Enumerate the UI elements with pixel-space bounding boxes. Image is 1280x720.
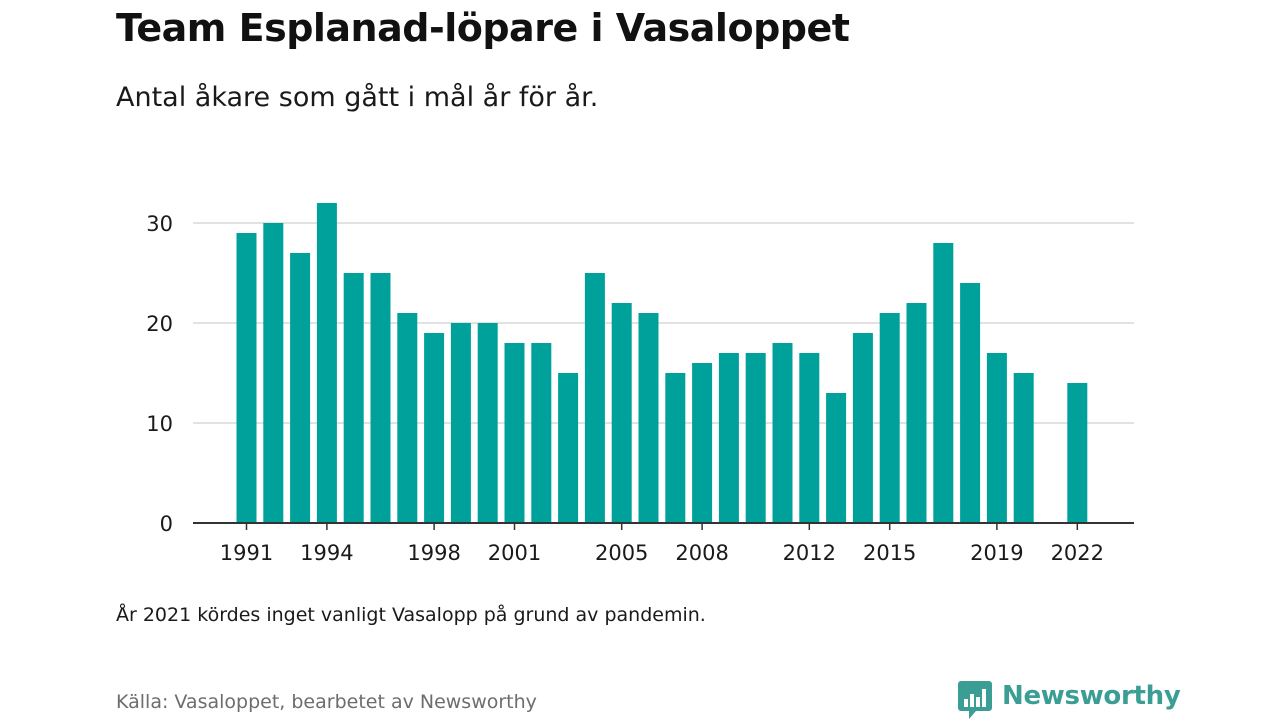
x-tick-label: 2015 xyxy=(863,541,916,565)
x-tick-label: 1994 xyxy=(300,541,353,565)
x-tick-label: 2008 xyxy=(675,541,728,565)
bar xyxy=(879,313,900,523)
bar-chart-speech-bubble-icon xyxy=(958,681,992,719)
bar xyxy=(316,203,337,523)
bar xyxy=(584,273,605,523)
x-tick-label: 2019 xyxy=(970,541,1023,565)
bar xyxy=(852,333,873,523)
bar xyxy=(692,363,713,523)
bar xyxy=(665,373,686,523)
bar xyxy=(826,393,847,523)
bar xyxy=(611,303,632,523)
bar xyxy=(986,353,1007,523)
y-tick-label: 30 xyxy=(146,212,173,236)
x-tick-label: 1991 xyxy=(220,541,273,565)
bar xyxy=(531,343,552,523)
y-tick-label: 20 xyxy=(146,312,173,336)
bar xyxy=(906,303,927,523)
bar xyxy=(370,273,391,523)
logo-text: Newsworthy xyxy=(1002,681,1181,711)
chart-note: År 2021 kördes inget vanligt Vasalopp på… xyxy=(116,604,706,626)
x-tick-label: 2022 xyxy=(1051,541,1104,565)
chart-subtitle: Antal åkare som gått i mål år för år. xyxy=(116,82,599,113)
bar-chart: 0 10 20 30 1991 1994 1998 2001 2005 2008 2012 2015 2… xyxy=(146,203,1134,565)
newsworthy-logo[interactable]: Newsworthy xyxy=(958,680,1181,720)
x-tick-label: 1998 xyxy=(407,541,460,565)
bar xyxy=(638,313,659,523)
bar xyxy=(718,353,739,523)
bar xyxy=(1013,373,1034,523)
bar xyxy=(424,333,445,523)
source-credit: Källa: Vasaloppet, bearbetet av Newswort… xyxy=(116,691,537,713)
bar xyxy=(799,353,820,523)
chart-title: Team Esplanad-löpare i Vasaloppet xyxy=(116,6,850,50)
y-tick-label: 10 xyxy=(146,412,173,436)
bar xyxy=(745,353,766,523)
bar xyxy=(933,243,954,523)
bar xyxy=(504,343,525,523)
bar xyxy=(236,233,257,523)
bar xyxy=(772,343,793,523)
bar xyxy=(397,313,418,523)
bar xyxy=(477,323,498,523)
bar xyxy=(290,253,311,523)
bar xyxy=(343,273,364,523)
bar xyxy=(450,323,471,523)
y-tick-label: 0 xyxy=(160,512,173,536)
bar xyxy=(960,283,981,523)
bar xyxy=(558,373,579,523)
x-tick-label: 2012 xyxy=(783,541,836,565)
x-tick-label: 2001 xyxy=(488,541,541,565)
bar xyxy=(1067,383,1088,523)
x-tick-label: 2005 xyxy=(595,541,648,565)
bar xyxy=(263,223,284,523)
